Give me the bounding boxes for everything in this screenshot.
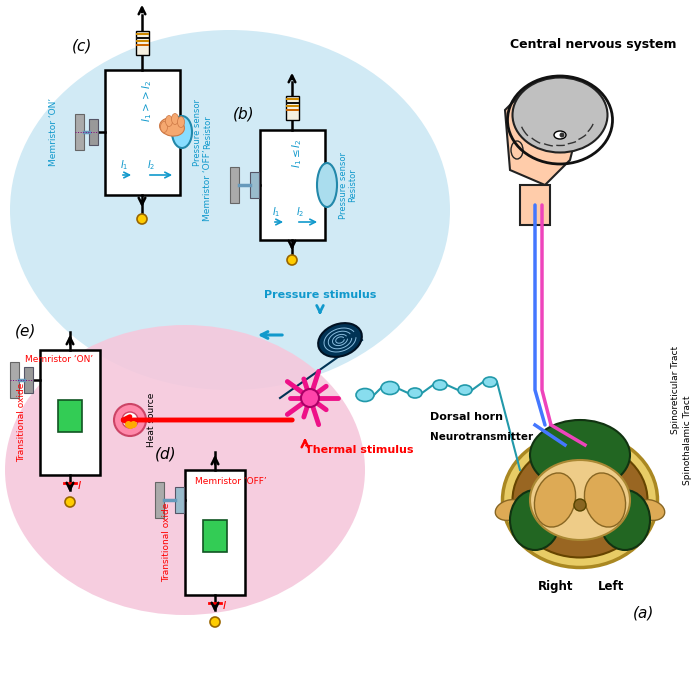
Bar (286, 96, 298, 120)
Bar (40, 350, 100, 475)
Ellipse shape (172, 114, 178, 125)
Text: Resistor: Resistor (349, 168, 358, 202)
Ellipse shape (534, 473, 575, 527)
Ellipse shape (356, 388, 374, 401)
Ellipse shape (381, 382, 399, 395)
Text: Left: Left (598, 580, 624, 593)
Ellipse shape (584, 473, 626, 527)
Circle shape (559, 132, 564, 138)
Ellipse shape (317, 163, 337, 207)
Text: $I_2$: $I_2$ (296, 205, 304, 219)
Bar (89, 119, 98, 145)
Bar (203, 520, 227, 552)
Bar (136, 33, 148, 35)
Bar (136, 36, 148, 39)
Text: Neurotransmitter: Neurotransmitter (430, 432, 533, 442)
Bar (185, 470, 245, 595)
Bar (230, 167, 239, 203)
Ellipse shape (178, 116, 185, 127)
Circle shape (210, 617, 220, 627)
Text: Spinoreticular Tract: Spinoreticular Tract (671, 346, 680, 434)
Ellipse shape (318, 323, 362, 357)
Circle shape (122, 412, 138, 428)
Bar (58, 400, 82, 432)
Ellipse shape (512, 443, 648, 558)
Ellipse shape (160, 118, 184, 136)
Ellipse shape (496, 499, 525, 521)
Text: Memristor ‘ON’: Memristor ‘ON’ (25, 355, 93, 364)
Ellipse shape (530, 460, 630, 540)
Bar (136, 44, 148, 46)
Text: (e): (e) (15, 323, 36, 338)
Text: $I_1\leq I_2$: $I_1\leq I_2$ (290, 138, 304, 168)
Text: $I_1$: $I_1$ (272, 205, 281, 219)
Text: Spinothalamic Tract: Spinothalamic Tract (683, 395, 692, 485)
Text: $I_1$: $I_1$ (120, 158, 129, 172)
Text: Pressure sensor: Pressure sensor (193, 99, 202, 166)
Bar (286, 109, 298, 111)
Circle shape (301, 389, 319, 407)
Ellipse shape (600, 490, 650, 550)
Bar (75, 114, 84, 150)
Bar (286, 101, 298, 103)
Text: Memristor ‘OFF’: Memristor ‘OFF’ (195, 477, 267, 486)
Bar (260, 130, 325, 240)
Text: (a): (a) (633, 606, 655, 621)
Ellipse shape (172, 116, 192, 148)
Circle shape (65, 497, 75, 507)
Bar (520, 185, 550, 225)
Text: Heat source: Heat source (148, 393, 157, 447)
Ellipse shape (511, 141, 523, 159)
Bar (286, 105, 298, 108)
Bar (10, 362, 19, 398)
Ellipse shape (636, 499, 665, 521)
Polygon shape (505, 80, 585, 185)
Text: (d): (d) (155, 446, 176, 461)
Bar (250, 172, 259, 198)
Text: Transitional oxide: Transitional oxide (162, 502, 172, 582)
Text: Transitional oxide: Transitional oxide (18, 382, 27, 462)
Text: Resistor: Resistor (204, 115, 213, 149)
Text: $I$: $I$ (77, 479, 82, 491)
Bar (175, 487, 184, 513)
Ellipse shape (408, 388, 422, 398)
Text: Thermal stimulus: Thermal stimulus (305, 445, 414, 455)
Circle shape (137, 214, 147, 224)
Text: Pressure sensor: Pressure sensor (339, 151, 347, 219)
Ellipse shape (160, 121, 167, 132)
Text: $I_1>>I_2$: $I_1>>I_2$ (140, 80, 154, 123)
Text: Memristor ‘OFF’: Memristor ‘OFF’ (204, 149, 213, 221)
Text: Pressure stimulus: Pressure stimulus (264, 290, 376, 300)
Ellipse shape (554, 131, 566, 139)
Ellipse shape (5, 325, 365, 615)
Bar (24, 367, 33, 393)
Bar (136, 31, 148, 55)
Text: Memristor ‘ON’: Memristor ‘ON’ (48, 98, 57, 166)
Text: Right: Right (538, 580, 573, 593)
Bar (286, 98, 298, 100)
Bar (155, 482, 164, 518)
Text: $I$: $I$ (222, 599, 227, 611)
Ellipse shape (530, 420, 630, 490)
Ellipse shape (165, 116, 172, 127)
Circle shape (114, 404, 146, 436)
Bar (136, 40, 148, 42)
Ellipse shape (503, 432, 657, 567)
Text: $I_2$: $I_2$ (147, 158, 155, 172)
Ellipse shape (483, 377, 497, 387)
Ellipse shape (458, 385, 472, 395)
Bar (105, 70, 180, 195)
Circle shape (287, 255, 297, 265)
Ellipse shape (510, 490, 560, 550)
Text: (c): (c) (72, 38, 92, 53)
Ellipse shape (10, 30, 450, 390)
Ellipse shape (512, 77, 608, 153)
Text: Central nervous system: Central nervous system (510, 38, 676, 51)
Text: (b): (b) (233, 106, 255, 121)
Ellipse shape (433, 380, 447, 390)
Circle shape (574, 499, 586, 511)
Text: Dorsal horn: Dorsal horn (430, 412, 503, 422)
